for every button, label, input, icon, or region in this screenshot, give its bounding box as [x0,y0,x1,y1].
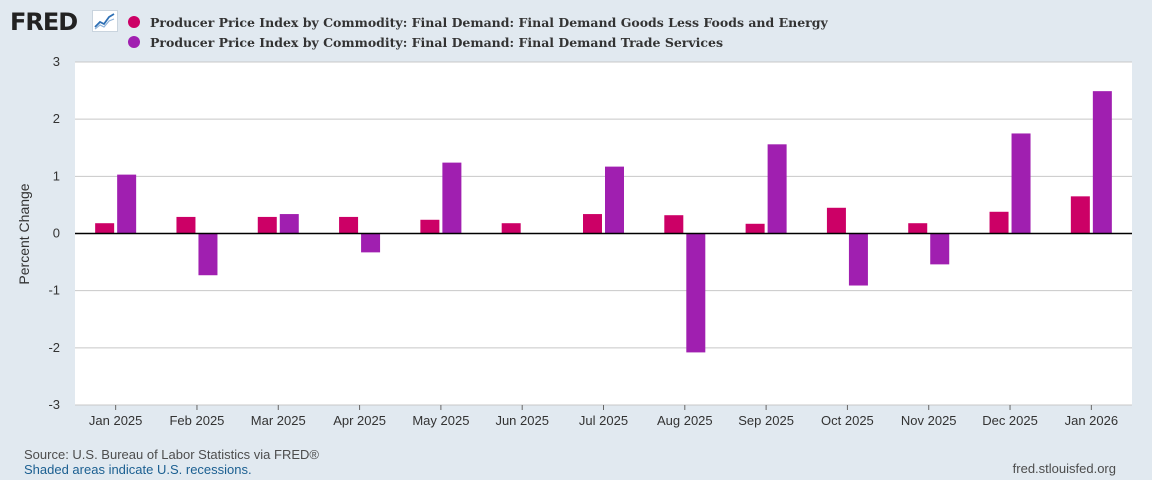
legend-label-series-1: Producer Price Index by Commodity: Final… [150,14,828,30]
x-tick-label: May 2025 [412,413,469,428]
footer-notes: Source: U.S. Bureau of Labor Statistics … [24,447,319,477]
bar-series-2 [198,233,218,276]
bar-series-2 [848,233,868,286]
bar-series-1 [583,214,602,234]
x-tick-label: Jun 2025 [495,413,549,428]
bar-series-1 [501,223,521,234]
bar-series-1 [826,207,846,234]
bar-series-1 [176,216,196,234]
bar-series-2 [686,233,706,353]
bar-series-2 [117,174,137,234]
bar-series-1 [257,216,277,234]
x-tick-label: Jan 2025 [89,413,143,428]
bar-series-1 [908,223,928,234]
bar-series-1 [1070,196,1090,234]
source-note: Source: U.S. Bureau of Labor Statistics … [24,447,319,462]
bar-series-1 [420,219,440,234]
bar-series-2 [1011,133,1031,234]
x-tick-label: Apr 2025 [333,413,386,428]
bar-series-2 [442,162,462,234]
legend-item-series-2[interactable]: Producer Price Index by Commodity: Final… [128,32,828,52]
bar-series-1 [664,215,684,234]
y-tick-label: 1 [53,168,60,183]
fred-logo[interactable]: FRED [10,8,78,36]
recession-note-link[interactable]: Shaded areas indicate U.S. recessions. [24,462,252,477]
bar-series-1 [989,211,1009,234]
x-tick-label: Dec 2025 [982,413,1038,428]
y-tick-label: -2 [48,340,60,355]
line-chart-icon [92,10,118,32]
legend-item-series-1[interactable]: Producer Price Index by Commodity: Final… [128,12,828,32]
header: FRED Producer Price Index by Commodity: … [0,0,1152,52]
x-tick-label: Jan 2026 [1065,413,1119,428]
bar-series-2 [279,214,299,234]
x-tick-label: Feb 2025 [169,413,224,428]
x-tick-label: Oct 2025 [821,413,874,428]
fred-url[interactable]: fred.stlouisfed.org [1012,461,1116,476]
bar-series-1 [745,223,765,234]
bar-series-1 [339,216,359,234]
y-tick-label: 0 [53,226,60,241]
bar-series-1 [95,223,115,234]
y-tick-label: 2 [53,111,60,126]
legend-label-series-2: Producer Price Index by Commodity: Final… [150,34,723,50]
y-tick-label: 3 [53,54,60,69]
bar-series-2 [767,144,787,234]
bar-series-2 [930,233,950,265]
x-tick-label: Jul 2025 [579,413,628,428]
bar-series-2 [605,166,624,234]
y-tick-label: -1 [48,283,60,298]
bar-series-2 [1092,91,1112,234]
legend-dot-series-2 [128,36,140,48]
x-tick-label: Sep 2025 [738,413,794,428]
chart: 3 2 1 0 -1 -2 -3 Jan 2025 Feb 2025 Mar 2025 Apr 20… [48,54,1132,428]
legend-dot-series-1 [128,16,140,28]
bar-series-2 [361,233,381,253]
x-tick-label: Aug 2025 [657,413,713,428]
legend: Producer Price Index by Commodity: Final… [128,12,828,52]
x-tick-label: Nov 2025 [901,413,957,428]
y-tick-label: -3 [48,397,60,412]
x-tick-label: Mar 2025 [251,413,306,428]
